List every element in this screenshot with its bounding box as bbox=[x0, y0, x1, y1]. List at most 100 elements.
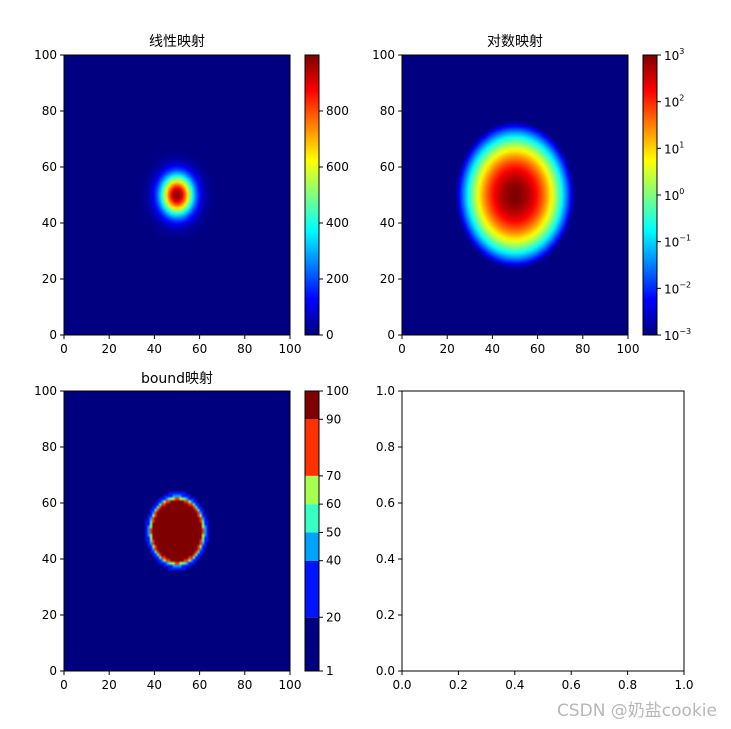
y-ticks-bound: 0 20 40 60 80 100 bbox=[34, 384, 64, 678]
colorbar-tick-label: 101 bbox=[664, 140, 684, 156]
y-tick-label: 20 bbox=[42, 272, 57, 286]
colorbar-tick-label: 10−2 bbox=[664, 280, 691, 296]
colorbar-tick-base: 10 bbox=[664, 142, 679, 156]
y-ticks-empty: 0.0 0.2 0.4 0.6 0.8 1.0 bbox=[376, 384, 402, 678]
colorbar-tick-label: 90 bbox=[326, 412, 341, 426]
colorbar-tick-base: 10 bbox=[664, 49, 679, 63]
y-tick-label: 0 bbox=[49, 664, 57, 678]
x-tick-label: 40 bbox=[147, 342, 162, 356]
x-tick-label: 0.0 bbox=[392, 678, 411, 692]
x-tick-label: 0 bbox=[398, 342, 406, 356]
colorbar-tick-exponent: −3 bbox=[679, 327, 691, 336]
x-tick-label: 0 bbox=[60, 342, 68, 356]
y-tick-label: 100 bbox=[34, 48, 57, 62]
y-tick-label: 80 bbox=[42, 440, 57, 454]
axes-frame-log bbox=[401, 54, 629, 336]
y-tick-label: 1.0 bbox=[376, 384, 395, 398]
x-tick-label: 100 bbox=[617, 342, 640, 356]
colorbar-ticks-bound: 1 20 40 50 60 70 90 100 bbox=[319, 384, 349, 678]
y-tick-label: 80 bbox=[380, 104, 395, 118]
x-tick-label: 80 bbox=[237, 342, 252, 356]
y-tick-label: 0.0 bbox=[376, 664, 395, 678]
y-tick-label: 20 bbox=[42, 608, 57, 622]
colorbar-tick-label: 200 bbox=[326, 272, 349, 286]
colorbar-ticks-linear: 0 200 400 600 800 bbox=[319, 104, 349, 342]
colorbar-tick-exponent: 2 bbox=[679, 94, 684, 103]
colorbar-tick-label: 400 bbox=[326, 216, 349, 230]
colorbar-tick-label: 600 bbox=[326, 160, 349, 174]
colorbar-tick-label: 103 bbox=[664, 47, 684, 63]
colorbar-tick-label: 100 bbox=[326, 384, 349, 398]
colorbar-tick-base: 10 bbox=[664, 329, 679, 343]
y-tick-label: 0 bbox=[387, 328, 395, 342]
x-tick-label: 0.6 bbox=[562, 678, 581, 692]
colorbar-segment bbox=[305, 617, 319, 671]
colorbar-tick-base: 10 bbox=[664, 96, 679, 110]
colorbar-segment bbox=[305, 504, 319, 533]
colorbar-tick-label: 40 bbox=[326, 554, 341, 568]
x-ticks-linear: 0 20 40 60 80 100 bbox=[60, 335, 301, 356]
heatmap-log bbox=[402, 55, 628, 335]
panel-linear: 线性映射 0 20 40 60 80 100 0 20 40 60 80 100 0 200 400 60… bbox=[34, 34, 349, 356]
colorbar-tick-exponent: 1 bbox=[679, 140, 684, 149]
colorbar-segment bbox=[305, 560, 319, 618]
colorbar-tick-base: 10 bbox=[664, 189, 679, 203]
colorbar-tick-exponent: 3 bbox=[679, 47, 684, 56]
y-tick-label: 80 bbox=[42, 104, 57, 118]
colorbar-frame-linear bbox=[304, 54, 320, 336]
x-tick-label: 20 bbox=[102, 342, 117, 356]
x-tick-label: 100 bbox=[279, 342, 302, 356]
y-tick-label: 40 bbox=[42, 216, 57, 230]
colorbar-tick-label: 20 bbox=[326, 610, 341, 624]
colorbar-segment bbox=[305, 475, 319, 505]
colorbar-tick-label: 10−3 bbox=[664, 327, 691, 343]
colorbar-segment bbox=[305, 532, 319, 561]
colorbar-log bbox=[643, 55, 657, 335]
y-tick-label: 0.2 bbox=[376, 608, 395, 622]
x-tick-label: 40 bbox=[485, 342, 500, 356]
x-tick-label: 60 bbox=[530, 342, 545, 356]
y-tick-label: 100 bbox=[372, 48, 395, 62]
y-tick-label: 60 bbox=[380, 160, 395, 174]
x-tick-label: 1.0 bbox=[674, 678, 693, 692]
x-tick-label: 20 bbox=[102, 678, 117, 692]
colorbar-linear bbox=[305, 55, 319, 335]
x-tick-label: 0 bbox=[60, 678, 68, 692]
colorbar-tick-label: 800 bbox=[326, 104, 349, 118]
colorbar-tick-label: 0 bbox=[326, 328, 334, 342]
panel-empty: 0.0 0.2 0.4 0.6 0.8 1.0 0.0 0.2 0.4 0.6 0.8 1.0 bbox=[376, 384, 694, 692]
x-tick-label: 80 bbox=[237, 678, 252, 692]
y-ticks-linear: 0 20 40 60 80 100 bbox=[34, 48, 64, 342]
watermark: CSDN @奶盐cookie bbox=[556, 701, 717, 721]
colorbar-tick-base: 10 bbox=[664, 236, 679, 250]
x-tick-label: 0.8 bbox=[618, 678, 637, 692]
colorbar-tick-label: 50 bbox=[326, 525, 341, 539]
colorbar-tick-label: 102 bbox=[664, 94, 684, 110]
x-tick-label: 100 bbox=[279, 678, 302, 692]
colorbar-segment bbox=[305, 391, 319, 420]
y-tick-label: 0.4 bbox=[376, 552, 395, 566]
axes-frame-empty bbox=[401, 390, 685, 672]
y-tick-label: 0.8 bbox=[376, 440, 395, 454]
y-tick-label: 0.6 bbox=[376, 496, 395, 510]
title-linear: 线性映射 bbox=[149, 34, 205, 50]
heatmap-linear bbox=[64, 55, 290, 335]
axes-frame-bound bbox=[63, 390, 291, 672]
colorbar-tick-exponent: −2 bbox=[679, 280, 691, 289]
colorbar-tick-label: 10−1 bbox=[664, 234, 691, 250]
y-tick-label: 60 bbox=[42, 496, 57, 510]
y-tick-label: 20 bbox=[380, 272, 395, 286]
y-tick-label: 60 bbox=[42, 160, 57, 174]
colorbar-tick-exponent: −1 bbox=[679, 234, 691, 243]
colorbar-tick-label: 70 bbox=[326, 469, 341, 483]
colorbar-bound bbox=[305, 391, 319, 671]
x-tick-label: 60 bbox=[192, 342, 207, 356]
y-ticks-log: 0 20 40 60 80 100 bbox=[372, 48, 402, 342]
y-tick-label: 0 bbox=[49, 328, 57, 342]
x-tick-label: 0.2 bbox=[449, 678, 468, 692]
x-tick-label: 40 bbox=[147, 678, 162, 692]
x-tick-label: 0.4 bbox=[505, 678, 524, 692]
